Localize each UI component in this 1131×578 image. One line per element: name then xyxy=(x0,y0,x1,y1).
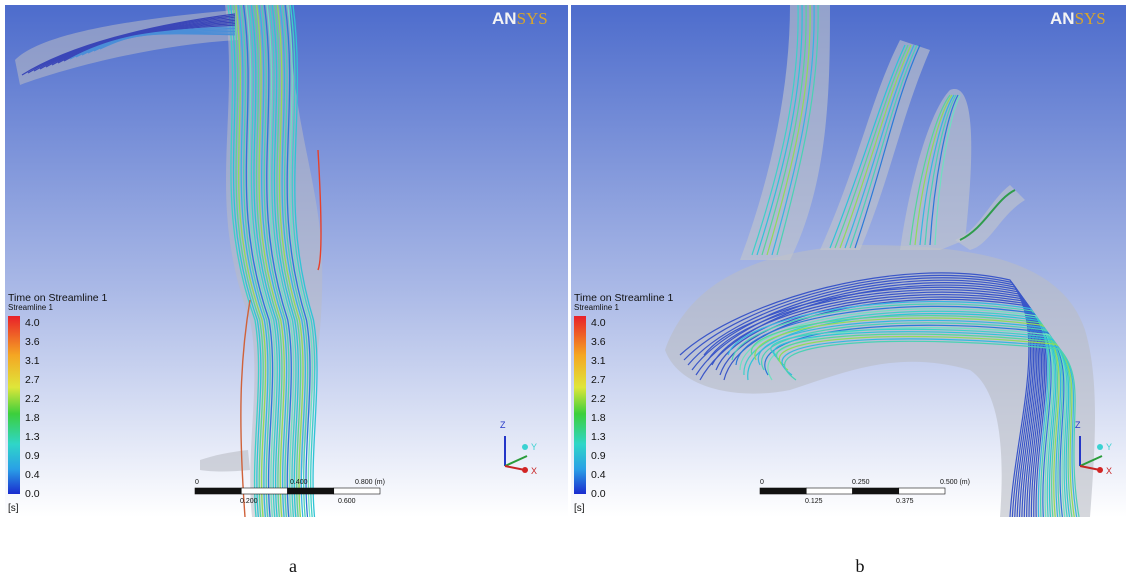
scale-label: 0.250 xyxy=(852,479,870,486)
axis-label: X xyxy=(531,466,537,476)
figure: ANSYSTime on Streamline 1Streamline 14.0… xyxy=(0,0,1131,578)
logo-part: SYS xyxy=(1075,9,1106,28)
colorbar-tick-label: 0.4 xyxy=(25,469,40,481)
scale-label: 0.125 xyxy=(805,498,823,505)
scale-label: 0 xyxy=(195,479,199,486)
colorbar-tick-label: 2.2 xyxy=(25,393,40,405)
scale-label: 0.200 xyxy=(240,498,258,505)
colorbar-tick-label: 2.7 xyxy=(591,374,606,386)
scale-bar-segment xyxy=(853,488,899,494)
colorbar-unit: [s] xyxy=(574,503,585,514)
colorbar-tick-label: 4.0 xyxy=(591,317,606,329)
scale-label: 0 xyxy=(760,479,764,486)
caption: a xyxy=(289,556,297,576)
axis-label: Y xyxy=(1106,442,1112,452)
axis-dot xyxy=(522,467,528,473)
scale-bar-segment xyxy=(195,488,241,494)
colorbar-tick-label: 3.1 xyxy=(25,355,40,367)
legend-subtitle: Streamline 1 xyxy=(574,303,619,312)
colorbar-tick-label: 3.6 xyxy=(25,336,40,348)
scale-bar-segment xyxy=(899,488,945,494)
colorbar-tick-label: 0.9 xyxy=(25,450,40,462)
logo-part: SYS xyxy=(517,9,548,28)
colorbar xyxy=(8,316,20,494)
colorbar-tick-label: 1.8 xyxy=(591,412,606,424)
scale-bar-segment xyxy=(241,488,287,494)
colorbar-tick-label: 2.2 xyxy=(591,393,606,405)
axis-dot xyxy=(1097,467,1103,473)
colorbar-tick-label: 1.3 xyxy=(25,431,40,443)
colorbar-tick-label: 0.9 xyxy=(591,450,606,462)
scale-label: 0.400 xyxy=(290,479,308,486)
logo-part: AN xyxy=(492,9,517,28)
scale-bar-segment xyxy=(760,488,806,494)
axis-label: Y xyxy=(531,442,537,452)
axis-label: Z xyxy=(1075,420,1081,430)
caption: b xyxy=(856,556,865,576)
scale-label: 0.375 xyxy=(896,498,914,505)
logo: ANSYS xyxy=(492,9,548,28)
colorbar-tick-label: 1.3 xyxy=(591,431,606,443)
logo-part: AN xyxy=(1050,9,1075,28)
colorbar-tick-label: 2.7 xyxy=(25,374,40,386)
scale-bar-segment xyxy=(806,488,852,494)
axis-label: Z xyxy=(500,420,506,430)
colorbar-tick-label: 3.1 xyxy=(591,355,606,367)
logo: ANSYS xyxy=(1050,9,1106,28)
colorbar xyxy=(574,316,586,494)
legend-subtitle: Streamline 1 xyxy=(8,303,53,312)
axis-label: X xyxy=(1106,466,1112,476)
colorbar-tick-label: 0.0 xyxy=(591,488,606,500)
colorbar-tick-label: 4.0 xyxy=(25,317,40,329)
scale-bar-segment xyxy=(288,488,334,494)
scale-label: 0.800 (m) xyxy=(355,479,385,486)
colorbar-unit: [s] xyxy=(8,503,19,514)
scale-label: 0.600 xyxy=(338,498,356,505)
colorbar-tick-label: 0.4 xyxy=(591,469,606,481)
scale-bar-segment xyxy=(334,488,380,494)
colorbar-tick-label: 1.8 xyxy=(25,412,40,424)
colorbar-tick-label: 3.6 xyxy=(591,336,606,348)
axis-dot xyxy=(1097,444,1103,450)
scale-label: 0.500 (m) xyxy=(940,479,970,486)
colorbar-tick-label: 0.0 xyxy=(25,488,40,500)
axis-dot xyxy=(522,444,528,450)
